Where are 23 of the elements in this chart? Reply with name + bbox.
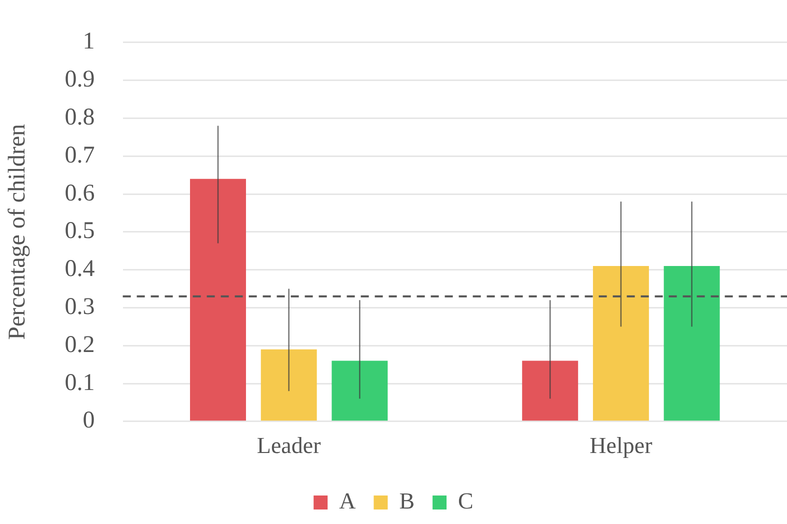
y-tick-label: 0.7 — [64, 142, 95, 168]
y-axis-title: Percentage of children — [4, 124, 31, 340]
y-tick-label: 0.9 — [64, 66, 95, 93]
y-tick-label: 0.1 — [64, 370, 95, 396]
bar — [190, 178, 246, 421]
y-tick-label: 0 — [82, 408, 95, 434]
bar — [522, 360, 578, 421]
y-tick-label: 0.4 — [64, 256, 95, 282]
y-tick-label: 0.3 — [64, 294, 95, 320]
x-tick-label: Helper — [590, 433, 653, 458]
legend-label: B — [399, 488, 415, 514]
y-tick-label: 1 — [82, 28, 95, 55]
bar — [260, 349, 317, 421]
bar — [664, 266, 720, 421]
y-tick-label: 0.5 — [64, 218, 95, 244]
y-tick-label: 0.6 — [64, 180, 95, 206]
y-tick-label: 0.2 — [64, 332, 95, 358]
x-tick-label: Leader — [256, 433, 322, 458]
y-tick-label: 0.8 — [64, 104, 95, 130]
bar — [592, 266, 649, 421]
legend-label: C — [458, 488, 474, 514]
bar — [332, 360, 388, 421]
legend-label: A — [339, 488, 356, 514]
